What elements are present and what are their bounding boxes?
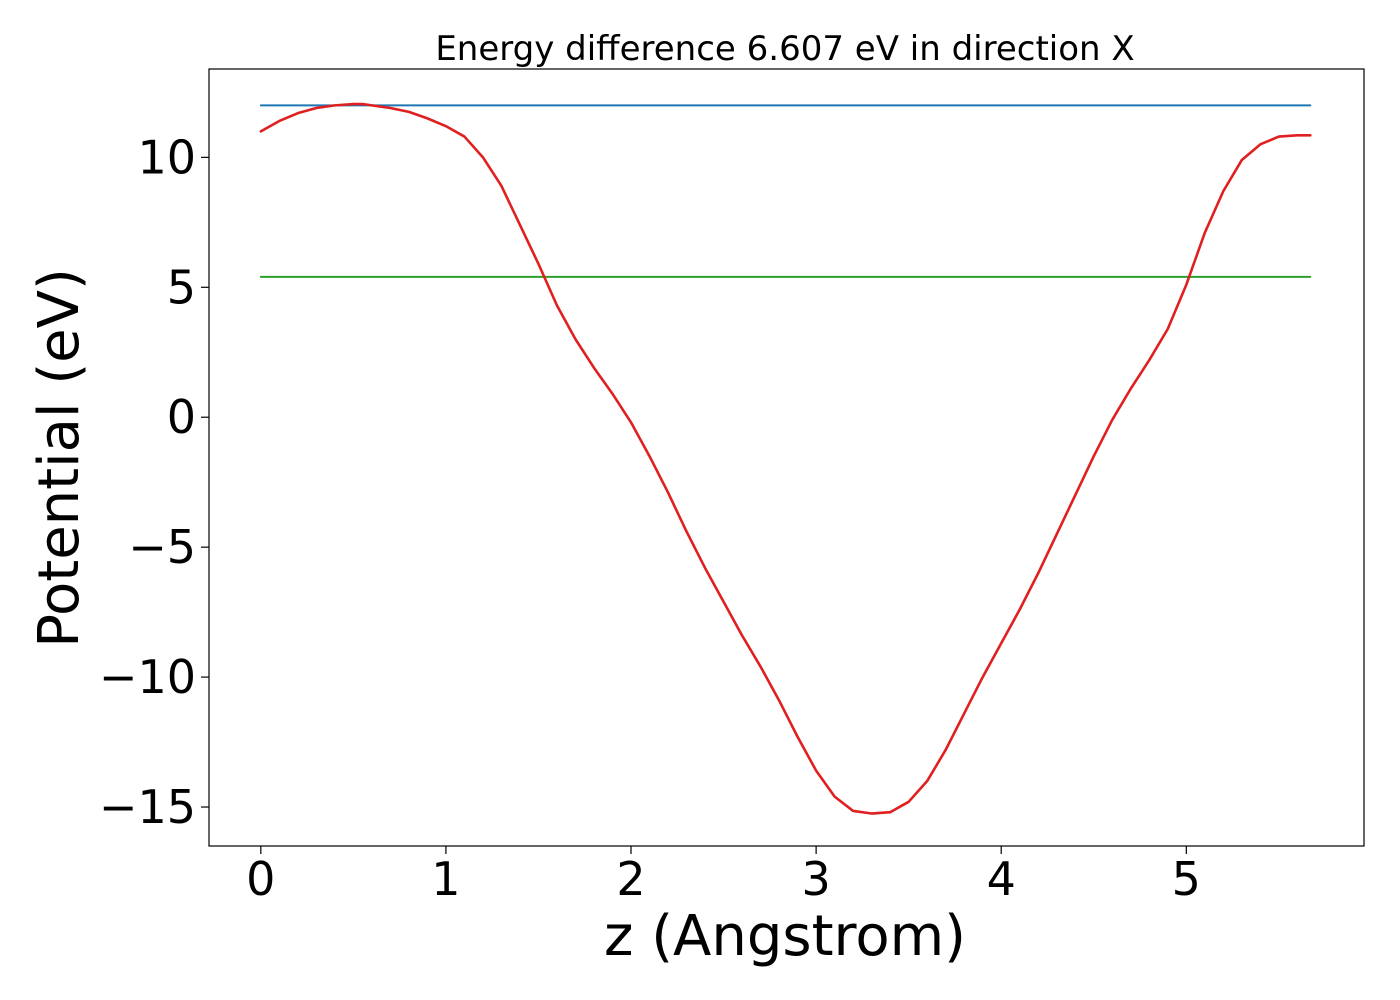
- y-tick-label: 10: [137, 130, 196, 184]
- y-tick-label: −5: [128, 520, 196, 574]
- x-tick-label: 4: [987, 852, 1016, 906]
- y-tick-label: −15: [99, 780, 196, 834]
- y-axis-label: Potential (eV): [27, 268, 92, 648]
- x-axis-label: z (Angstrom): [604, 904, 966, 969]
- chart-title: Energy difference 6.607 eV in direction …: [435, 29, 1134, 69]
- potential-curve: [259, 102, 1312, 815]
- plot-frame: [208, 68, 1365, 847]
- x-tick-label: 3: [801, 852, 830, 906]
- x-tick-label: 2: [616, 852, 645, 906]
- y-tick-label: 0: [167, 390, 196, 444]
- y-axis-ticks: −15 −10 −5 0 5 10: [99, 130, 209, 834]
- y-tick-label: −10: [99, 650, 196, 704]
- x-tick-label: 0: [246, 852, 275, 906]
- y-tick-label: 5: [167, 260, 196, 314]
- x-axis-ticks: 0 1 2 3 4 5: [246, 846, 1201, 906]
- x-tick-label: 5: [1172, 852, 1201, 906]
- series-layer: [259, 102, 1312, 815]
- x-tick-label: 1: [431, 852, 460, 906]
